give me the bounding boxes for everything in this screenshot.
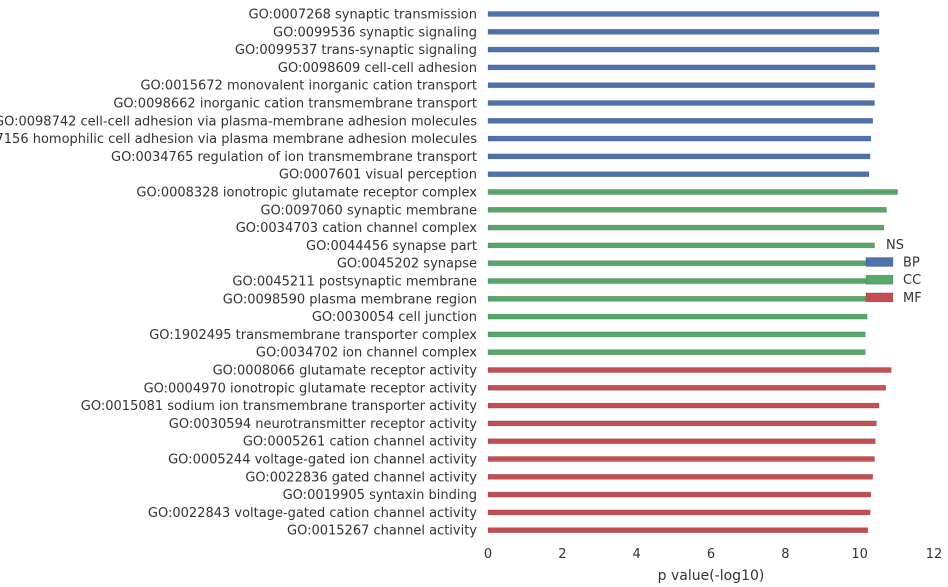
bar-cc [487,224,885,231]
category-label: GO:0022836 gated channel activity [245,470,477,485]
bar-mf [487,384,886,391]
x-axis: 0 2 4 6 8 10 12 [484,547,942,562]
x-tick-label: 2 [558,547,566,562]
bar-bp [487,118,873,124]
bar-cc [487,242,875,249]
bar-mf [487,438,876,445]
bar-mf [487,509,871,516]
category-label: GO:0045202 synapse [337,257,477,272]
legend-label: BP [903,256,920,271]
x-tick-label: 4 [633,547,641,562]
category-label: GO:0098609 cell-cell adhesion [278,61,477,76]
bar-bp [487,46,880,53]
bar-cc [487,278,872,284]
bar-cc [487,295,870,302]
bar-bp [487,100,875,106]
category-label: GO:0019905 syntaxin binding [283,488,477,503]
bar-mf [487,491,872,498]
bar-bp [487,28,880,35]
bar-mf [487,527,869,534]
bar-mf [487,402,880,409]
bar-bp [487,64,876,71]
x-tick-label: 8 [781,547,789,562]
category-label: GO:0098662 inorganic cation transmembran… [113,97,477,112]
legend-label: CC [903,273,921,288]
category-label: GO:0008066 glutamate receptor activity [213,364,478,379]
category-label: GO:0015672 monovalent inorganic cation t… [140,79,477,94]
bar-bp [487,82,875,88]
category-label: GO:0022843 voltage-gated cation channel … [148,506,477,521]
category-label: GO:0030594 neurotransmitter receptor act… [169,417,478,432]
bar-bp [487,171,870,177]
category-label: GO:0098742 cell-cell adhesion via plasma… [0,114,477,129]
bar-mf [487,456,875,462]
bar-mf [487,420,877,427]
bar-bp [487,153,871,160]
category-label: GO:0034765 regulation of ion transmembra… [111,150,477,165]
category-label: GO:1902495 transmembrane transporter com… [149,328,477,343]
category-label: GO:0034702 ion channel complex [256,346,477,361]
legend-swatch-cc [865,274,894,285]
bar-cc [487,349,866,356]
bar-bp [487,11,880,17]
x-tick-label: 12 [926,547,943,562]
category-label: GO:0030054 cell junction [312,310,477,325]
category-label: GO:0005244 voltage-gated ion channel act… [168,453,477,468]
legend-swatch-bp [865,257,894,267]
bar-cc [487,260,872,267]
x-tick-label: 6 [707,547,715,562]
legend-title: NS [886,238,904,253]
category-label: GO:0004970 ionotropic glutamate receptor… [144,381,478,396]
bar-mf [487,473,873,480]
category-label: GO:0015267 channel activity [287,524,477,539]
x-tick-label: 0 [484,547,492,562]
category-label: GO:0099536 synaptic signaling [273,25,477,40]
bar-cc [487,313,868,320]
category-label: GO:0044456 synapse part [306,239,477,254]
category-label: GO:0015081 sodium ion transmembrane tran… [81,399,477,414]
bar-cc [487,207,887,213]
bar-cc [487,189,898,195]
category-label: GO:0007268 synaptic transmission [249,8,477,23]
category-labels-group: GO:0007268 synaptic transmission GO:00995… [0,8,477,539]
x-tick-label: 10 [851,547,868,562]
x-axis-label: p value(-log10) [658,568,765,584]
category-label: GO:0008328 ionotropic glutamate receptor… [136,186,477,201]
category-label: GO:0045211 postsynaptic membrane [232,275,477,290]
category-label: GO:0097060 synaptic membrane [260,203,477,218]
category-label: GO:0007601 visual perception [279,168,477,183]
bar-bp [487,135,872,142]
legend-label: MF [903,291,922,306]
category-label: GO:0007156 homophilic cell adhesion via … [0,132,477,147]
bar-mf [487,367,892,373]
legend-swatch-mf [865,292,894,303]
legend: NS BP CC MF [865,238,922,306]
category-label: GO:0099537 trans-synaptic signaling [235,43,477,58]
category-label: GO:0005261 cation channel activity [243,435,477,450]
bar-cc [487,331,866,338]
bars-group [487,11,898,534]
category-label: GO:0098590 plasma membrane region [223,292,477,307]
category-label: GO:0034703 cation channel complex [236,221,478,236]
